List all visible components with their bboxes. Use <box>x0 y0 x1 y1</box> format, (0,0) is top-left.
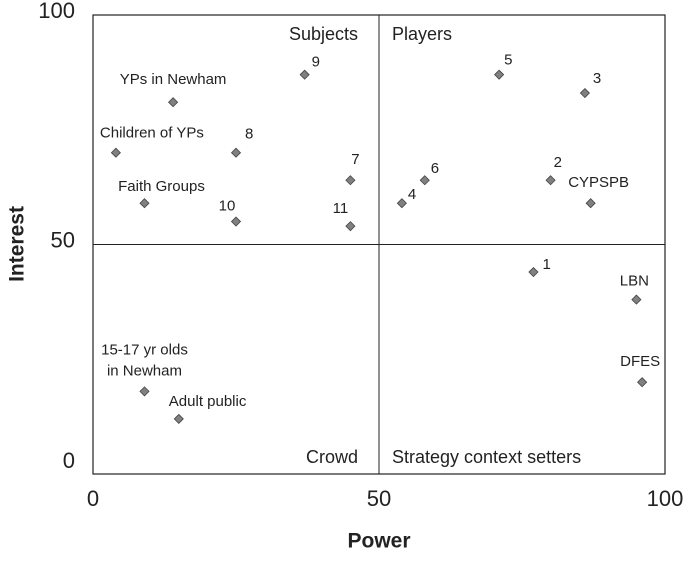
point <box>230 147 242 158</box>
point <box>396 198 407 209</box>
point-label: 10 <box>219 198 236 215</box>
point-label: Adult public <box>169 393 247 410</box>
y-tick-label: 50 <box>51 227 75 252</box>
point-label: 5 <box>504 52 512 69</box>
point <box>299 69 310 80</box>
quadrant-label: Crowd <box>306 447 358 467</box>
point <box>345 175 356 186</box>
point-label: 4 <box>408 186 416 203</box>
quadrant-label: Strategy context setters <box>392 447 581 467</box>
point <box>419 175 430 186</box>
x-axis-title: Power <box>347 530 410 553</box>
y-tick-label: 0 <box>63 448 75 473</box>
point <box>579 87 590 99</box>
point <box>637 377 648 388</box>
point-label: 7 <box>351 151 359 168</box>
x-tick-label: 100 <box>647 486 684 511</box>
quadrant-lines <box>93 15 665 474</box>
quadrant-label: Subjects <box>289 24 358 44</box>
point <box>173 413 184 424</box>
point <box>139 198 150 209</box>
point-label: Children of YPs <box>100 125 204 142</box>
point-label: 9 <box>312 54 320 71</box>
point <box>585 198 596 209</box>
point <box>528 266 539 278</box>
y-axis-title: Interest <box>6 206 29 282</box>
point <box>545 175 556 186</box>
point-label: 1 <box>542 256 550 273</box>
point <box>139 386 150 397</box>
point-label: 3 <box>593 70 601 87</box>
point-label: 6 <box>431 160 439 177</box>
point <box>494 69 505 80</box>
point <box>168 97 179 108</box>
point-label: 11 <box>333 200 349 217</box>
point <box>631 294 642 305</box>
point-label: DFES <box>620 353 660 370</box>
x-tick-label: 50 <box>367 486 391 511</box>
point-label: CYPSPB <box>568 174 629 191</box>
point-label: YPs in Newham <box>120 71 227 88</box>
point-label: Faith Groups <box>118 178 205 195</box>
point <box>230 216 242 227</box>
x-tick-label: 0 <box>87 486 99 511</box>
point-label: in Newham <box>107 362 182 379</box>
point-label: 2 <box>554 154 562 171</box>
y-tick-label: 100 <box>38 0 75 23</box>
point-label: LBN <box>620 273 649 290</box>
point <box>345 221 356 232</box>
point-label: 8 <box>245 126 253 143</box>
quadrant-label: Players <box>392 24 452 44</box>
point-label: 15-17 yr olds <box>101 341 188 358</box>
point <box>110 147 121 158</box>
